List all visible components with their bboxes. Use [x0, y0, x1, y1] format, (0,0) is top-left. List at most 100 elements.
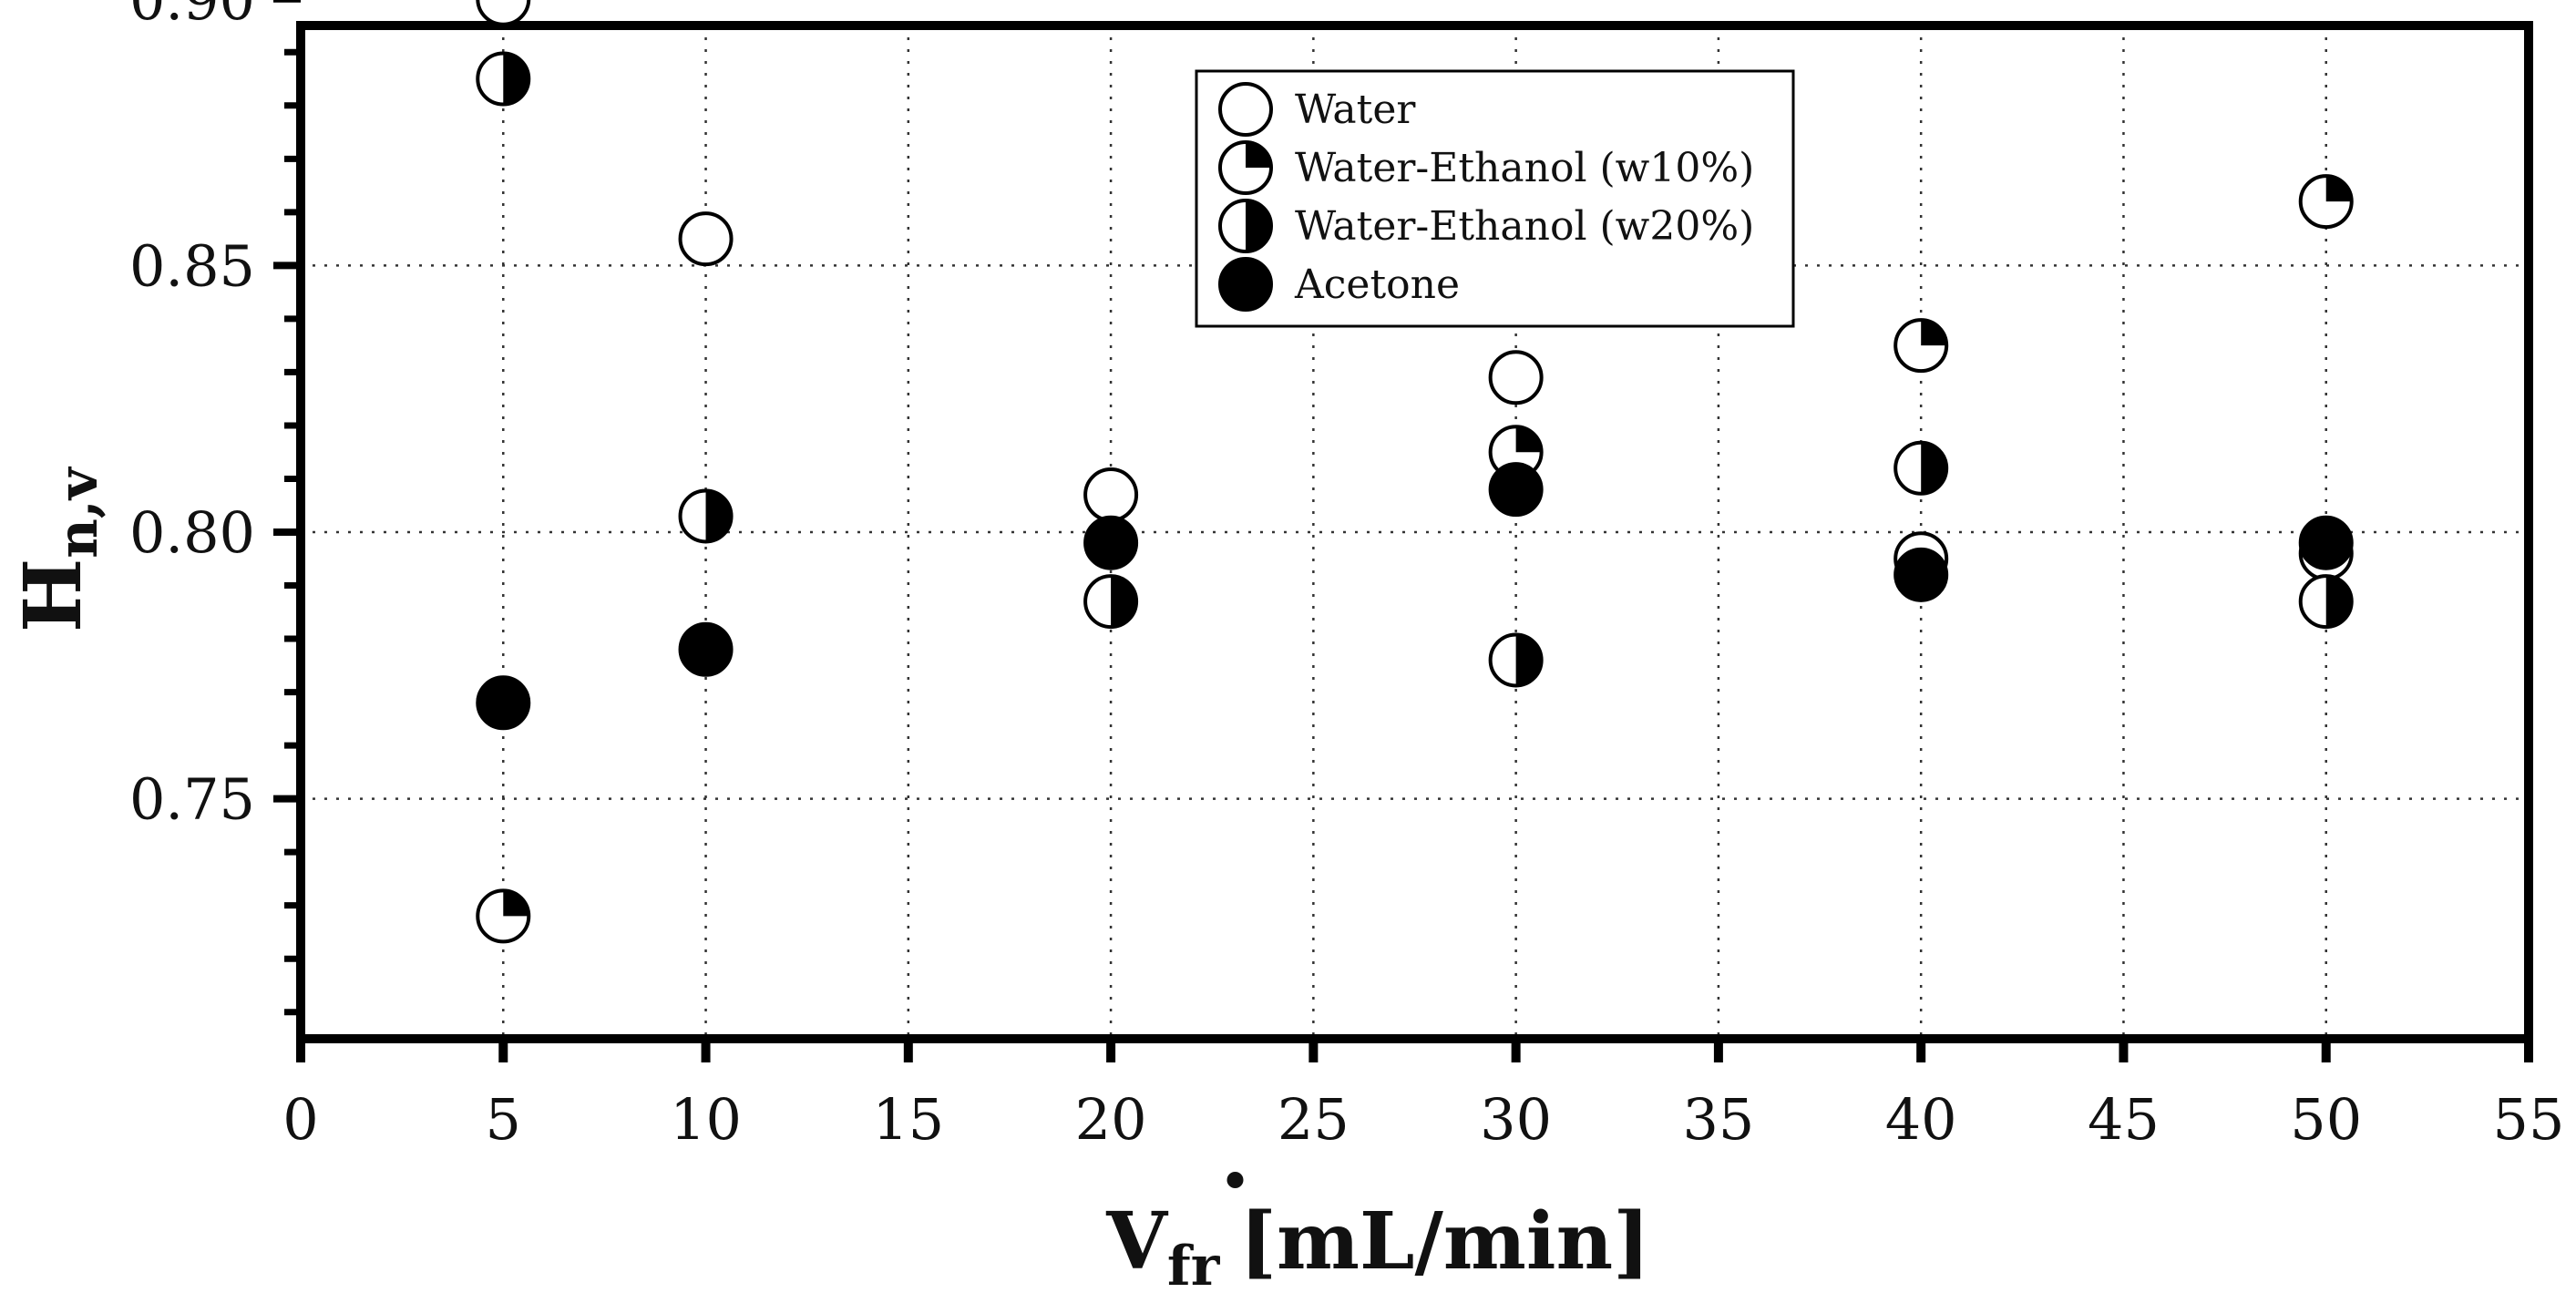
marker-outline [2298, 515, 2354, 570]
x-axis-title-units: [mL/min] [1239, 1195, 1649, 1288]
legend-marker [1218, 257, 1273, 312]
x-tick-label: 55 [2493, 1086, 2565, 1153]
legend-entry: Acetone [1218, 257, 1460, 312]
marker-outline [678, 211, 734, 267]
data-point [1894, 440, 1949, 496]
marker-fill [1111, 576, 1137, 628]
data-point [476, 51, 531, 107]
marker-outline [1488, 350, 1544, 405]
marker-fill [1085, 517, 1137, 569]
marker-fill [1246, 200, 1271, 251]
data-point [1488, 425, 1544, 480]
legend-marker [1218, 199, 1273, 253]
marker-background [680, 213, 732, 265]
legend-label: Water-Ethanol (w20%) [1295, 203, 1754, 250]
marker-outline [1488, 462, 1544, 518]
marker-outline [1894, 318, 1949, 374]
y-axis-title-symbol: H [7, 559, 99, 632]
x-tick-label: 25 [1278, 1086, 1350, 1153]
legend-marker [1218, 82, 1273, 137]
y-tick-label: 0.80 [129, 499, 255, 566]
plot-frame [296, 21, 2533, 1043]
legend: Water Water-Ethanol (w10%) Water-Ethanol (… [1195, 69, 1795, 328]
marker-background [1490, 352, 1542, 404]
data-point [476, 0, 531, 26]
marker-background [477, 0, 529, 25]
marker-outline [476, 0, 531, 26]
marker-fill [1515, 634, 1542, 686]
x-axis-title-subscript: fr [1167, 1235, 1221, 1298]
x-tick-label: 0 [282, 1086, 318, 1153]
legend-box [1195, 69, 1795, 328]
data-point [678, 621, 734, 677]
marker-outline [1218, 257, 1273, 312]
marker-fill [1921, 442, 1947, 494]
series-water-ethanol-w10 [476, 174, 2354, 944]
x-axis-title: Vfr [mL/min] [1105, 1195, 1650, 1298]
marker-outline [1218, 82, 1273, 137]
data-point [2298, 574, 2354, 630]
x-tick-label: 5 [486, 1086, 521, 1153]
marker-outline [2298, 174, 2354, 230]
marker-fill [1515, 426, 1542, 453]
x-tick-label: 10 [670, 1086, 742, 1153]
data-point [1488, 632, 1544, 688]
series-acetone [476, 462, 2354, 731]
marker-outline [1218, 140, 1273, 195]
x-tick-label: 40 [1885, 1086, 1957, 1153]
marker-fill [1246, 142, 1271, 168]
data-point [1488, 350, 1544, 405]
marker-fill [1921, 320, 1947, 346]
y-tick-label: 0.85 [129, 232, 255, 299]
legend-entry: Water-Ethanol (w10%) [1218, 140, 1754, 195]
marker-fill [477, 677, 529, 729]
data-point [1894, 318, 1949, 374]
data-point [1894, 547, 1949, 602]
x-tick-label: 45 [2088, 1086, 2160, 1153]
data-point [476, 888, 531, 944]
x-tick-label: 15 [872, 1086, 944, 1153]
marker-outline [476, 888, 531, 944]
data-point [678, 211, 734, 267]
data-point [2298, 174, 2354, 230]
marker-outline [476, 51, 531, 107]
marker-outline [1083, 574, 1139, 630]
marker-background [1085, 469, 1137, 521]
data-point [1083, 574, 1139, 630]
y-axis-title-subscript: n,v [46, 466, 110, 559]
marker-outline [678, 488, 734, 544]
data-markers [476, 0, 2354, 944]
x-tick-label: 35 [1682, 1086, 1754, 1153]
x-tick-label: 20 [1075, 1086, 1147, 1153]
y-tick-label: 0.90 [129, 0, 255, 33]
legend-entries: Water Water-Ethanol (w10%) Water-Ethanol (… [1218, 82, 1754, 312]
legend-marker [1218, 140, 1273, 195]
legend-entry: Water [1218, 82, 1416, 137]
x-axis-title-symbol: V [1105, 1195, 1168, 1288]
marker-fill [2325, 176, 2352, 202]
x-tick-label: 30 [1480, 1086, 1552, 1153]
data-point [2298, 515, 2354, 570]
data-point [476, 675, 531, 731]
legend-label: Water-Ethanol (w10%) [1295, 145, 1754, 191]
legend-label: Acetone [1294, 262, 1460, 308]
legend-entry: Water-Ethanol (w20%) [1218, 199, 1754, 253]
marker-outline [1218, 199, 1273, 253]
data-point [1488, 462, 1544, 518]
marker-outline [678, 621, 734, 677]
marker-fill [680, 623, 732, 675]
data-point [1083, 467, 1139, 523]
tick-labels: 0 5 10 15 20 25 30 35 40 45 50 55 0.75 0.80 0.85 0.90 [129, 0, 2565, 1153]
data-point [1083, 515, 1139, 570]
legend-label: Water [1295, 87, 1416, 133]
marker-background [1220, 84, 1271, 135]
marker-fill [2300, 517, 2352, 569]
marker-fill [1490, 464, 1542, 516]
marker-outline [1894, 547, 1949, 602]
marker-outline [1894, 440, 1949, 496]
data-point [678, 488, 734, 544]
marker-outline [1488, 632, 1544, 688]
marker-fill [1895, 549, 1947, 600]
marker-fill [503, 890, 529, 917]
